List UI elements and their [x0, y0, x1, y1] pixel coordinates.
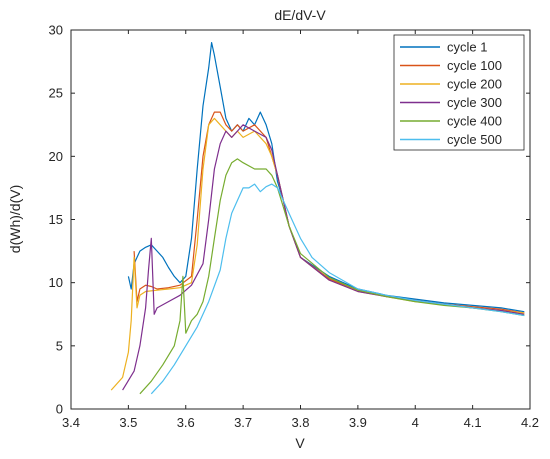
legend-label: cycle 1 [447, 40, 487, 55]
y-tick-label: 0 [56, 402, 63, 417]
chart-title: dE/dV-V [274, 7, 326, 23]
legend-label: cycle 200 [447, 77, 502, 92]
y-tick-label: 15 [49, 212, 63, 227]
x-tick-label: 3.8 [291, 415, 309, 430]
legend-label: cycle 300 [447, 95, 502, 110]
series-line-cycle-1 [127, 41, 525, 313]
series-line-cycle-500 [150, 183, 525, 395]
y-axis-label: d(Wh)/d(V) [7, 185, 23, 253]
x-tick-label: 3.9 [349, 415, 367, 430]
series-line-cycle-400 [139, 158, 525, 395]
series-layer [110, 41, 525, 395]
y-tick-label: 30 [49, 23, 63, 38]
y-tick-label: 5 [56, 338, 63, 353]
x-tick-label: 3.7 [234, 415, 252, 430]
legend: cycle 1 cycle 100 cycle 200 cycle 300 cycle … [393, 34, 525, 151]
legend-box [393, 34, 525, 151]
x-tick-label: 4 [412, 415, 419, 430]
x-tick-label: 4.2 [521, 415, 539, 430]
legend-label: cycle 100 [447, 58, 502, 73]
y-tick-label: 25 [49, 86, 63, 101]
x-tick-label: 4.1 [464, 415, 482, 430]
x-tick-label: 3.5 [119, 415, 137, 430]
series-line-cycle-300 [122, 124, 525, 391]
x-axis: 3.4 3.5 3.6 3.7 3.8 3.9 4 4.1 4.2 [62, 30, 539, 430]
y-tick-label: 10 [49, 275, 63, 290]
y-axis: 0 5 10 15 20 25 30 [49, 23, 530, 417]
legend-label: cycle 500 [447, 132, 502, 147]
x-tick-label: 3.4 [62, 415, 80, 430]
legend-label: cycle 400 [447, 114, 502, 129]
x-tick-label: 3.6 [177, 415, 195, 430]
x-axis-label: V [295, 435, 305, 451]
y-tick-label: 20 [49, 149, 63, 164]
